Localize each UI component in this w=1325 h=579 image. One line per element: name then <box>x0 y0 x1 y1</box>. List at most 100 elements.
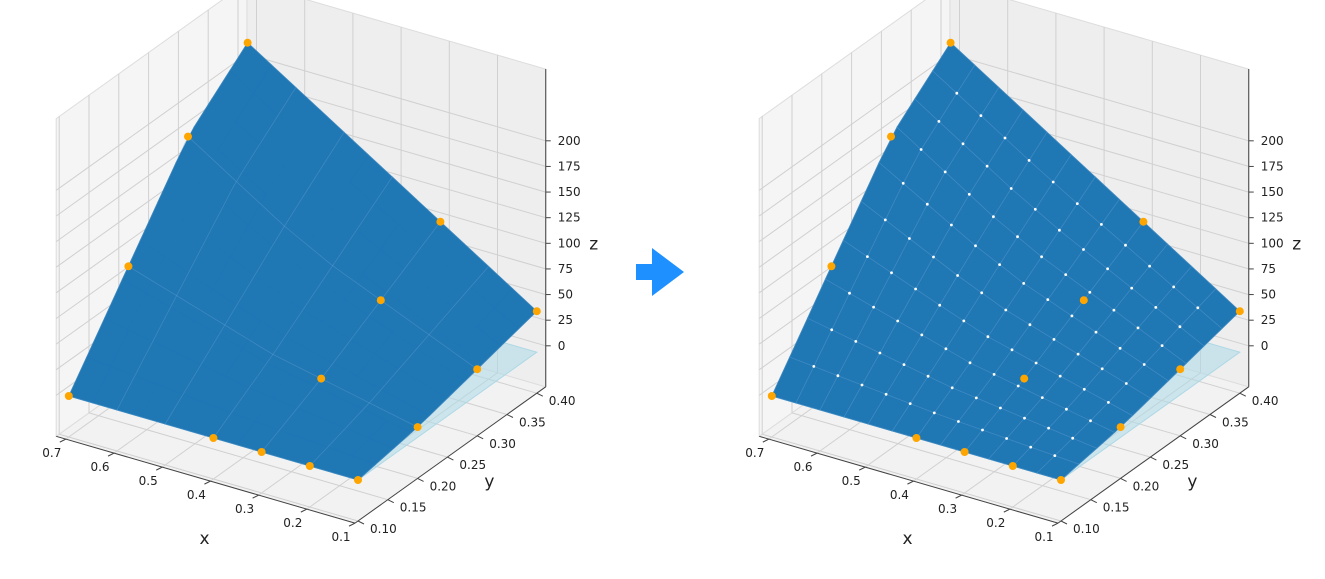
z-tick-label: 200 <box>558 134 581 148</box>
interpolated-point <box>1016 235 1019 239</box>
surface-mesh-line <box>357 310 538 481</box>
y-tick <box>447 456 454 461</box>
interpolated-point <box>974 244 977 248</box>
interpolated-point <box>878 351 882 355</box>
surface-plot-coarse: 0.70.60.50.40.30.20.10.100.150.200.250.3… <box>42 0 598 549</box>
interpolated-point <box>1058 374 1062 378</box>
x-tick-label: 0.3 <box>938 502 957 516</box>
interpolated-point <box>999 406 1002 410</box>
surface-grid-lines <box>771 42 1241 481</box>
grid-line-y <box>791 95 1091 501</box>
interpolated-point <box>1142 363 1146 366</box>
interpolated-point <box>980 291 984 295</box>
interpolated-point <box>908 402 912 405</box>
z-tick-label: 200 <box>1261 134 1284 148</box>
interpolated-point <box>1107 401 1110 404</box>
y-tick-label: 0.35 <box>519 416 546 430</box>
interpolated-point <box>902 363 906 366</box>
sample-point <box>960 448 969 456</box>
interpolated-point <box>950 223 953 227</box>
sample-point <box>532 307 541 316</box>
y-tick <box>476 435 484 440</box>
z-tick-label: 25 <box>558 313 573 327</box>
y-tick-label: 0.10 <box>1073 522 1100 536</box>
sample-point <box>1235 307 1244 316</box>
y-axis-line <box>1057 386 1250 524</box>
interpolated-point <box>919 148 923 151</box>
z-tick-label: 25 <box>1261 313 1276 327</box>
interpolated-point <box>1118 346 1122 350</box>
x-tick <box>762 438 770 443</box>
x-axis-line <box>56 435 356 524</box>
z-tick-label: 150 <box>558 185 581 199</box>
sample-point <box>257 448 266 456</box>
sample-point <box>64 392 73 400</box>
interpolated-point <box>1047 426 1050 430</box>
z-tick-label: 50 <box>558 288 573 302</box>
interpolated-point <box>937 120 941 123</box>
x-tick <box>1003 508 1011 513</box>
interpolated-point <box>1124 243 1127 247</box>
interpolated-point <box>932 411 936 415</box>
sample-point <box>354 476 362 484</box>
sample-point <box>184 132 192 141</box>
x-tick-label: 0.2 <box>986 516 1005 530</box>
z-tick-label: 100 <box>1261 236 1284 250</box>
x-tick <box>348 522 356 527</box>
x-tick <box>300 508 308 513</box>
grid-line-y <box>88 95 388 501</box>
x-tick-label: 0.4 <box>187 488 206 502</box>
interpolated-point <box>1100 367 1104 371</box>
interpolated-point <box>944 347 948 351</box>
interpolated-point <box>1029 445 1033 449</box>
interpolated-point <box>979 114 983 117</box>
x-tick-label: 0.5 <box>139 474 158 488</box>
z-tick-label: 125 <box>1261 211 1284 225</box>
interpolated-point <box>1124 382 1128 385</box>
sample-point <box>436 217 445 226</box>
grid-line-y <box>58 116 359 522</box>
interpolated-point <box>925 202 929 206</box>
sample-point <box>1116 423 1125 432</box>
interpolated-point <box>1196 306 1200 310</box>
y-tick-label: 0.20 <box>430 479 457 493</box>
y-tick-label: 0.25 <box>1162 458 1189 472</box>
x-tick-label: 0.7 <box>745 446 764 460</box>
x-tick-label: 0.5 <box>842 474 861 488</box>
interpolated-point <box>920 333 924 337</box>
interpolated-point <box>1130 286 1134 290</box>
interpolated-point <box>1023 416 1026 420</box>
sample-point <box>1008 462 1017 470</box>
y-axis-label: y <box>1187 472 1197 492</box>
interpolated-point <box>860 383 864 387</box>
interpolated-point <box>1004 308 1008 312</box>
interpolated-point <box>1052 338 1056 341</box>
arrow-right-icon <box>636 248 684 296</box>
x-tick-label: 0.1 <box>331 530 350 544</box>
x-tick-label: 0.6 <box>90 460 109 474</box>
interpolated-point <box>961 142 965 146</box>
sample-points <box>767 38 1244 484</box>
interpolated-point <box>998 263 1001 266</box>
interpolated-point <box>914 287 917 291</box>
sample-point <box>1057 476 1065 484</box>
interpolated-point <box>1088 290 1092 294</box>
interpolated-point <box>1034 361 1038 365</box>
interpolated-point <box>908 237 911 240</box>
sample-point <box>376 296 385 305</box>
y-tick <box>1060 520 1068 525</box>
x-axis-label: x <box>199 529 209 549</box>
z-tick-label: 0 <box>1261 339 1269 353</box>
x-axis-line <box>759 435 1059 524</box>
interpolated-point <box>943 170 947 174</box>
interpolated-point <box>986 335 990 339</box>
interpolated-point <box>1154 306 1158 309</box>
interpolated-point <box>1046 298 1050 301</box>
sample-point <box>243 38 252 47</box>
interpolated-point <box>812 365 816 368</box>
grid-line-y <box>761 116 1062 522</box>
interpolated-point <box>1040 255 1043 259</box>
surface-mesh-line <box>950 42 1241 312</box>
sample-point <box>912 434 921 442</box>
z-axis-label: z <box>589 234 598 254</box>
